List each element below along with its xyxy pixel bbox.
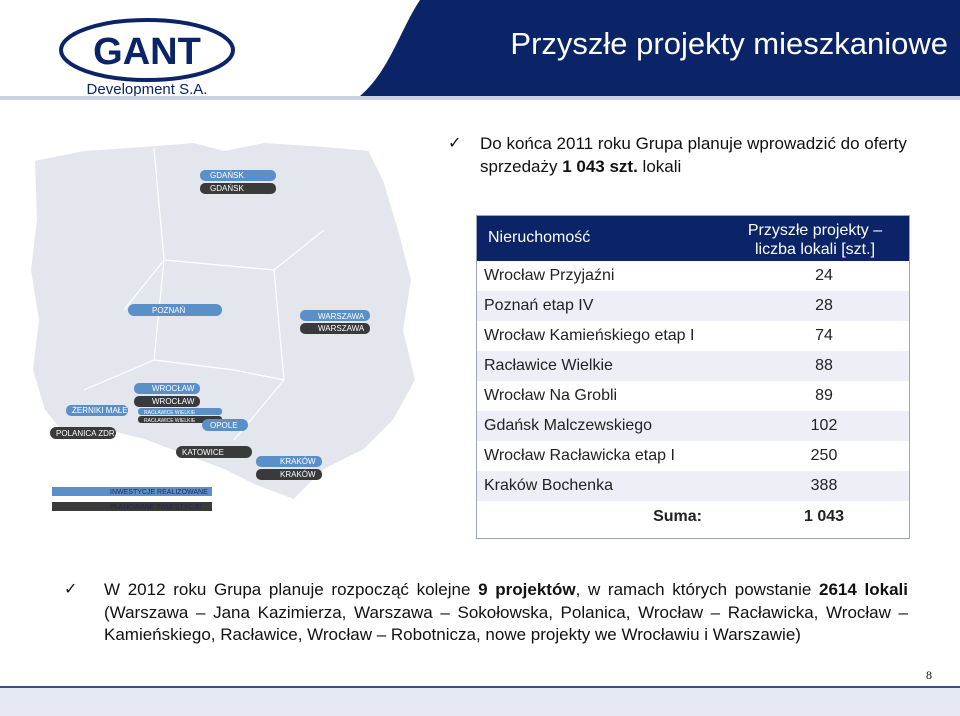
header-property: Nieruchomość xyxy=(476,215,720,261)
label-poznan xyxy=(128,304,222,316)
row-name: Racławice Wielkie xyxy=(476,351,720,381)
label-wroclaw-planned xyxy=(134,396,200,407)
label-gdansk-bottom: GDAŃSK xyxy=(210,184,244,193)
row-name: Wrocław Racławicka etap I xyxy=(476,441,720,471)
header-units: Przyszłe projekty – liczba lokali [szt.] xyxy=(720,215,910,261)
total-label: Suma: xyxy=(476,501,720,533)
label-poznan-text: POZNAŃ xyxy=(152,306,186,315)
row-value: 74 xyxy=(720,321,910,351)
legend-realized: INWESTYCJE REALIZOWANE xyxy=(110,489,208,496)
checkmark-icon: ✓ xyxy=(64,581,78,598)
title-band xyxy=(360,0,960,96)
outro-bullet: ✓ W 2012 roku Grupa planuje rozpocząć ko… xyxy=(64,579,908,647)
row-value: 388 xyxy=(720,471,910,501)
table-row: Wrocław Przyjaźni 24 xyxy=(476,261,910,291)
row-name: Poznań etap IV xyxy=(476,291,720,321)
intro-count: 1 043 szt. xyxy=(562,157,638,176)
label-krakow-realized xyxy=(256,456,322,467)
label-zerniki xyxy=(66,405,128,416)
page-title: Przyszłe projekty mieszkaniowe xyxy=(510,26,948,61)
label-raclawice-planned xyxy=(138,416,222,423)
table-row: Racławice Wielkie 88 xyxy=(476,351,910,381)
label-krakow-top: KRAKÓW xyxy=(280,457,316,466)
label-opole-text: OPOLE xyxy=(210,421,238,430)
footer-line xyxy=(0,686,960,688)
row-value: 250 xyxy=(720,441,910,471)
label-wroclaw-realized xyxy=(134,383,200,394)
row-name: Kraków Bochenka xyxy=(476,471,720,501)
label-gdansk-planned xyxy=(200,183,276,194)
label-warszawa-bottom: WARSZAWA xyxy=(318,324,365,333)
label-polanica-text: POLANICA ZDR. xyxy=(56,429,117,438)
intro-text-end: lokali xyxy=(637,157,682,176)
label-polanica xyxy=(50,427,116,439)
row-value: 89 xyxy=(720,381,910,411)
page-number: 8 xyxy=(926,668,932,682)
region-borders xyxy=(83,147,325,441)
row-name: Gdańsk Malczewskiego xyxy=(476,411,720,441)
intro-text: Do końca 2011 roku Grupa planuje wprowad… xyxy=(480,134,907,176)
table-row: Poznań etap IV 28 xyxy=(476,291,910,321)
label-warszawa-realized xyxy=(300,310,370,321)
row-value: 88 xyxy=(720,351,910,381)
label-warszawa-top: WARSZAWA xyxy=(318,312,365,321)
label-raclawice-bottom: RACŁAWICE WIELKIE xyxy=(144,418,196,424)
table-header-row: Nieruchomość Przyszłe projekty – liczba … xyxy=(476,215,910,261)
label-krakow-bottom: KRAKÓW xyxy=(280,470,316,479)
label-zerniki-text: ŻERNIKI MAŁE xyxy=(72,406,128,415)
legend-planned: PLANOWANE INWESTYCJE xyxy=(110,504,202,511)
logo-text: GANT xyxy=(93,31,201,73)
outro-text-3: (Warszawa – Jana Kazimierza, Warszawa – … xyxy=(104,602,908,645)
label-opole xyxy=(202,419,248,431)
label-gdansk-realized xyxy=(200,170,276,181)
intro-bullet: ✓ Do końca 2011 roku Grupa planuje wprow… xyxy=(448,132,928,178)
legend-realized-swatch xyxy=(52,487,212,496)
gant-logo: GANT Development S.A. xyxy=(59,18,235,96)
label-katowice-text: KATOWICE xyxy=(182,448,224,457)
header-rule xyxy=(0,96,960,100)
row-name: Wrocław Kamieńskiego etap I xyxy=(476,321,720,351)
label-katowice xyxy=(176,446,252,458)
label-wroclaw-bottom: WROCŁAW xyxy=(152,397,195,406)
header-units-line2: liczba lokali [szt.] xyxy=(754,241,876,258)
label-warszawa-planned xyxy=(300,323,370,334)
checkmark-icon: ✓ xyxy=(448,135,462,152)
label-krakow-planned xyxy=(256,469,322,480)
table-row: Wrocław Na Grobli 89 xyxy=(476,381,910,411)
row-value: 28 xyxy=(720,291,910,321)
table-row: Gdańsk Malczewskiego 102 xyxy=(476,411,910,441)
legend-planned-swatch xyxy=(52,502,212,511)
table-row: Kraków Bochenka 388 xyxy=(476,471,910,501)
label-gdansk-top: GDAŃSK xyxy=(210,171,244,180)
projects-table: Nieruchomość Przyszłe projekty – liczba … xyxy=(476,215,910,533)
label-raclawice-realized xyxy=(138,408,222,415)
label-raclawice-top: RACŁAWICE WIELKIE xyxy=(144,410,196,416)
slide-header: GANT Development S.A. Przyszłe projekty … xyxy=(0,0,960,96)
poland-map: GDAŃSK GDAŃSK POZNAŃ WARSZAWA WARSZAWA W… xyxy=(28,140,418,511)
table-total-row: Suma: 1 043 xyxy=(476,501,910,533)
outro-projects-count: 9 projektów xyxy=(478,580,576,599)
total-value: 1 043 xyxy=(720,501,910,533)
footer-bar xyxy=(0,686,960,716)
row-value: 102 xyxy=(720,411,910,441)
outro-paragraph: W 2012 roku Grupa planuje rozpocząć kole… xyxy=(104,579,908,647)
table-row: Wrocław Kamieńskiego etap I 74 xyxy=(476,321,910,351)
label-wroclaw-top: WROCŁAW xyxy=(152,384,195,393)
outro-text-1: W 2012 roku Grupa planuje rozpocząć kole… xyxy=(104,580,479,599)
row-name: Wrocław Na Grobli xyxy=(476,381,720,411)
outro-units-count: 2614 lokali xyxy=(819,580,908,599)
table-row: Wrocław Racławicka etap I 250 xyxy=(476,441,910,471)
outro-text-2: , w ramach których powstanie xyxy=(575,580,820,599)
row-name: Wrocław Przyjaźni xyxy=(476,261,720,291)
header-units-line1: Przyszłe projekty – xyxy=(747,222,883,239)
row-value: 24 xyxy=(720,261,910,291)
logo-subtext: Development S.A. xyxy=(87,81,208,96)
